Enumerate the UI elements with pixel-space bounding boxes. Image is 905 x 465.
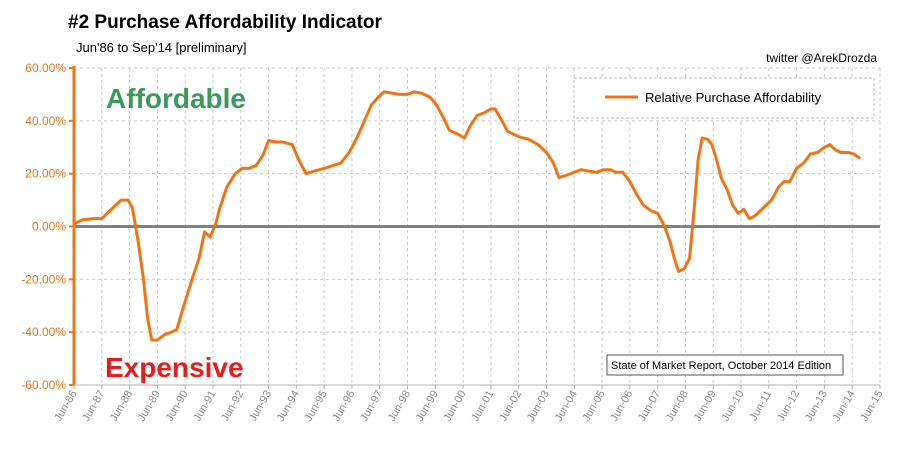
y-tick-label: -60.00%	[21, 378, 66, 392]
x-tick-label: Jun-04	[553, 389, 580, 424]
source-note-text: State of Market Report, October 2014 Edi…	[611, 360, 831, 372]
y-tick-label: 20.00%	[25, 167, 66, 181]
x-tick-label: Jun-87	[80, 389, 107, 424]
x-tick-label: Jun-00	[441, 389, 468, 424]
x-tick-label: Jun-14	[831, 389, 858, 424]
x-tick-label: Jun-07	[636, 389, 663, 424]
x-tick-label: Jun-98	[386, 389, 413, 424]
x-tick-label: Jun-11	[748, 389, 775, 423]
x-tick-label: Jun-90	[164, 389, 191, 424]
source-note: State of Market Report, October 2014 Edi…	[606, 354, 844, 376]
x-tick-label: Jun-01	[469, 389, 496, 424]
y-tick-label: 60.00%	[25, 61, 66, 75]
x-tick-label: Jun-09	[692, 389, 719, 424]
x-tick-label: Jun-94	[275, 389, 302, 424]
x-tick-label: Jun-02	[497, 389, 524, 424]
x-tick-label: Jun-92	[219, 389, 246, 424]
x-tick-label: Jun-15	[858, 389, 885, 424]
chart-title: #2 Purchase Affordability Indicator	[68, 12, 383, 33]
source-note-box	[606, 354, 844, 376]
y-tick-label: 0.00%	[32, 220, 66, 234]
y-tick-label: -40.00%	[21, 325, 66, 339]
annotation-expensive: Expensive	[105, 352, 244, 383]
chart-subtitle: Jun'86 to Sep'14 [preliminary]	[76, 40, 246, 55]
y-tick-label: -20.00%	[21, 272, 66, 286]
x-tick-label: Jun-93	[247, 389, 274, 424]
x-tick-label: Jun-10	[719, 389, 746, 424]
axes	[69, 66, 881, 389]
x-tick-label: Jun-03	[525, 389, 552, 424]
x-tick-label: Jun-89	[136, 389, 163, 424]
series-group	[72, 90, 861, 342]
x-tick-label: Jun-86	[52, 389, 79, 424]
x-tick-label: Jun-96	[330, 389, 357, 424]
y-tick-label: 40.00%	[25, 114, 66, 128]
x-tick-label: Jun-99	[414, 389, 441, 424]
x-tick-label: Jun-06	[608, 389, 635, 424]
x-tick-label: Jun-12	[775, 389, 802, 424]
x-tick-label: Jun-91	[191, 389, 218, 424]
x-tick-label: Jun-08	[664, 389, 691, 424]
legend: Relative Purchase Affordability	[573, 77, 875, 119]
x-tick-label: Jun-88	[108, 389, 135, 424]
annotation-affordable: Affordable	[106, 83, 246, 114]
x-tick-label: Jun-97	[358, 389, 385, 424]
x-tick-label: Jun-95	[303, 389, 330, 424]
y-tick-labels: 60.00% 40.00% 20.00% 0.00% -20.00% -40.00% -60…	[21, 61, 66, 392]
x-tick-label: Jun-05	[580, 389, 607, 424]
series-line	[72, 90, 861, 342]
x-tick-labels: Jun-86 Jun-87 Jun-88 Jun-89 Jun-90 Jun-91 Jun-…	[52, 389, 885, 424]
legend-label: Relative Purchase Affordability	[645, 90, 822, 105]
credit-text: twitter @ArekDrozda	[766, 51, 877, 65]
x-tick-label: Jun-13	[803, 389, 830, 424]
